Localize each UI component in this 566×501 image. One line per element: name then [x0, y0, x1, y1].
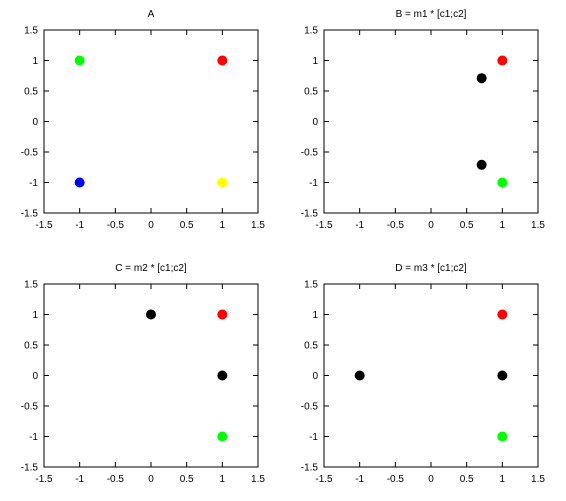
y-tick-label: -1.5: [301, 209, 319, 220]
x-tick-label: 0.5: [180, 474, 194, 485]
y-tick-label: -1.5: [21, 463, 39, 474]
x-tick-label: -1: [355, 220, 364, 231]
x-tick-label: 1.5: [531, 474, 545, 485]
data-point: [497, 56, 507, 66]
subplot-c: C = m2 * [c1;c2] -1.5 -1 -0.5 0 0.5 1 1.5 -1.5 -1…: [21, 263, 266, 485]
y-tick-label: -0.5: [21, 148, 39, 159]
x-tick-label: 0: [428, 220, 434, 231]
y-tick-label: 0.5: [24, 87, 38, 98]
y-tick-label: 1: [32, 310, 38, 321]
data-point: [217, 56, 227, 66]
y-tick-label: -0.5: [21, 402, 39, 413]
data-point: [75, 56, 85, 66]
data-point: [497, 310, 507, 320]
x-tick-label: 1: [220, 474, 226, 485]
y-tick-label: -1: [309, 178, 318, 189]
x-tick-label: -0.5: [387, 474, 405, 485]
y-tick-label: -1.5: [301, 463, 319, 474]
data-point: [497, 432, 507, 442]
chart-title: B = m1 * [c1;c2]: [396, 9, 467, 20]
chart-title: C = m2 * [c1;c2]: [115, 263, 187, 274]
chart-title: A: [148, 9, 155, 20]
y-tick-label: 0: [32, 117, 38, 128]
y-tick-label: 1.5: [304, 26, 318, 37]
y-tick-label: 1: [312, 310, 318, 321]
data-point: [497, 178, 507, 188]
x-tick-label: -1: [75, 220, 84, 231]
chart-title: D = m3 * [c1;c2]: [395, 263, 467, 274]
x-tick-label: 0.5: [180, 220, 194, 231]
x-tick-label: 0.5: [460, 220, 474, 231]
x-tick-label: 1: [500, 220, 506, 231]
data-point: [146, 310, 156, 320]
data-point: [217, 432, 227, 442]
y-tick-label: -1: [29, 432, 38, 443]
y-tick-label: -0.5: [301, 402, 319, 413]
data-point: [477, 73, 487, 83]
x-tick-label: -1: [355, 474, 364, 485]
y-tick-label: 0.5: [304, 87, 318, 98]
y-tick-label: 0: [32, 371, 38, 382]
y-tick-label: 1.5: [304, 280, 318, 291]
data-point: [75, 178, 85, 188]
x-tick-label: 0: [148, 474, 154, 485]
y-tick-label: -0.5: [301, 148, 319, 159]
y-tick-label: 1: [312, 56, 318, 67]
data-point: [497, 371, 507, 381]
data-point: [217, 371, 227, 381]
x-tick-label: 0: [148, 220, 154, 231]
y-tick-label: 0: [312, 117, 318, 128]
y-tick-label: 1: [32, 56, 38, 67]
y-tick-label: 0.5: [304, 341, 318, 352]
y-tick-label: -1.5: [21, 209, 39, 220]
y-tick-label: 0.5: [24, 341, 38, 352]
data-point: [217, 310, 227, 320]
x-tick-label: -0.5: [107, 474, 125, 485]
x-tick-label: 0.5: [460, 474, 474, 485]
y-tick-label: 1.5: [24, 26, 38, 37]
x-tick-label: -1.5: [315, 220, 333, 231]
x-tick-label: -1: [75, 474, 84, 485]
x-tick-label: -1.5: [35, 474, 53, 485]
x-tick-label: -1.5: [35, 220, 53, 231]
x-tick-label: -0.5: [387, 220, 405, 231]
subplot-d: D = m3 * [c1;c2] -1.5 -1 -0.5 0 0.5 1 1.5 -1.5 -1…: [301, 263, 546, 485]
data-point: [217, 178, 227, 188]
x-tick-label: 1.5: [531, 220, 545, 231]
x-tick-label: 1.5: [251, 220, 265, 231]
x-tick-label: -1.5: [315, 474, 333, 485]
x-tick-label: 1: [220, 220, 226, 231]
y-tick-label: 1.5: [24, 280, 38, 291]
y-tick-label: -1: [29, 178, 38, 189]
data-point: [355, 371, 365, 381]
data-point: [477, 160, 487, 170]
x-tick-label: -0.5: [107, 220, 125, 231]
x-tick-label: 1.5: [251, 474, 265, 485]
y-tick-label: 0: [312, 371, 318, 382]
x-tick-label: 1: [500, 474, 506, 485]
x-tick-label: 0: [428, 474, 434, 485]
y-tick-label: -1: [309, 432, 318, 443]
subplot-b: B = m1 * [c1;c2] -1.5 -1 -0.5 0 0.5 1 1.5 -1.5 -1…: [301, 9, 546, 231]
subplot-a: A -1.5 -1 -0.5 0 0.5 1 1.5 -1.5 -1 -0.5 0 0.5 1 1.5: [21, 9, 266, 231]
